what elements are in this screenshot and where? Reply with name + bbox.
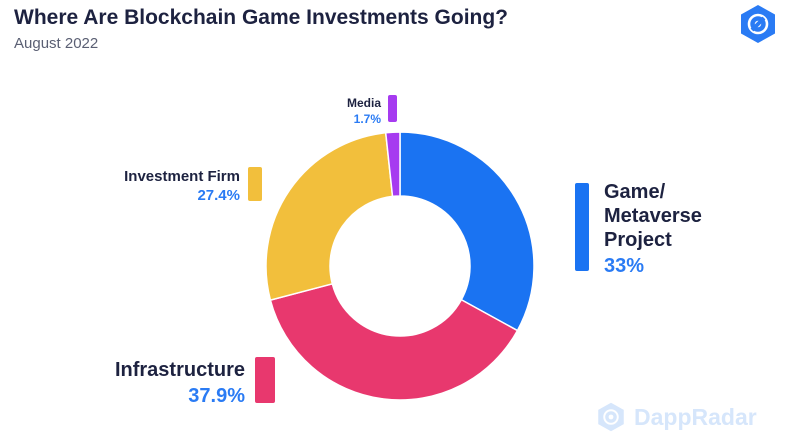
dappradar-watermark-icon [598,402,624,432]
slice-infrastructure [269,282,519,401]
category-label-game-metaverse-project: Game/ [604,181,666,203]
legend-marker-investment-firm [248,167,262,201]
value-label-game-metaverse-project: 33% [604,255,644,277]
watermark: DappRadar [596,402,757,432]
dappradar-logo-icon [741,5,775,43]
chart-title: Where Are Blockchain Game Investments Go… [14,6,509,29]
chart-subtitle: August 2022 [14,35,99,52]
category-label-investment-firm: Investment Firm [124,168,240,185]
legend-marker-media [388,95,397,122]
slice-game-metaverse-project [399,131,535,332]
legend-marker-game-metaverse-project [575,183,589,271]
value-label-media: 1.7% [354,112,382,126]
value-label-infrastructure: 37.9% [188,385,245,407]
category-label-game-metaverse-project: Metaverse [604,205,702,227]
watermark-text: DappRadar [634,403,757,430]
slice-media [384,131,401,198]
slice-investment-firm [265,131,394,302]
category-label-infrastructure: Infrastructure [115,359,245,381]
value-label-investment-firm: 27.4% [197,187,240,204]
category-label-media: Media [347,96,381,110]
category-label-game-metaverse-project: Project [604,229,672,251]
legend-marker-infrastructure [255,357,275,403]
